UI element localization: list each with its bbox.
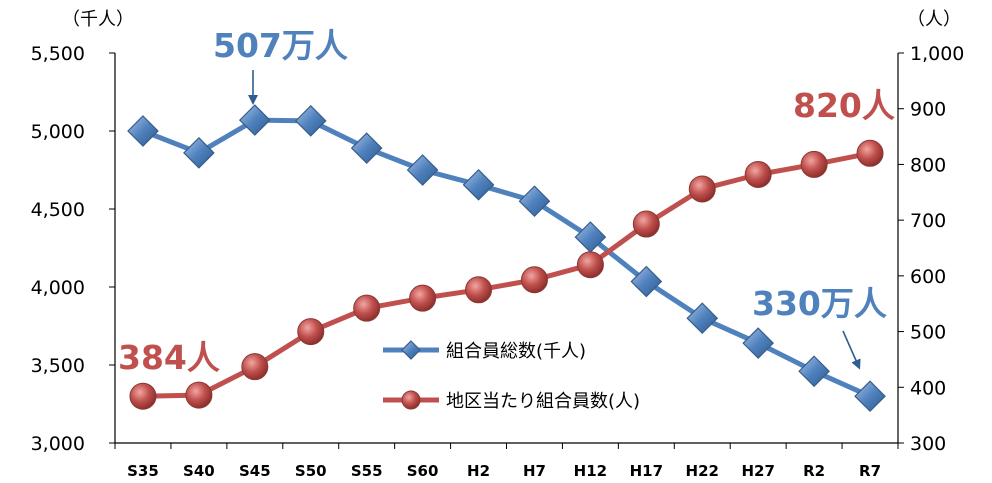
data-point-marker [518, 185, 551, 218]
right-tick-label: 500 [910, 322, 946, 344]
right-tick-label: 700 [910, 210, 946, 232]
right-tick-label: 300 [910, 433, 946, 455]
x-tick-label: S40 [183, 462, 215, 480]
data-point-marker [632, 210, 660, 238]
data-point-marker [520, 266, 548, 294]
left-axis-unit: （千人） [62, 9, 134, 30]
data-point-marker [800, 150, 828, 178]
x-tick-label: H2 [467, 462, 490, 480]
data-point-marker [238, 104, 271, 136]
data-point-marker [462, 168, 495, 201]
left-axis-ticks: 3,000 3,500 4,000 4,500 5,000 5,500 [31, 43, 115, 455]
data-point-marker [127, 115, 159, 147]
annotations: 507万人 330万人 384人 820人 [118, 26, 895, 377]
data-point-marker [241, 353, 269, 381]
legend: 組合員総数(千人) 地区当たり組合員数(人) [383, 340, 640, 412]
x-tick-label: S45 [239, 462, 271, 480]
data-point-marker [183, 136, 215, 169]
legend-label: 地区当たり組合員数(人) [446, 391, 640, 412]
data-point-marker [686, 302, 719, 335]
data-point-marker [742, 327, 775, 360]
x-tick-label: H17 [630, 462, 663, 480]
right-tick-label: 900 [910, 99, 946, 121]
right-tick-label: 600 [910, 266, 946, 288]
left-tick-label: 3,000 [31, 433, 85, 455]
x-tick-label: S55 [351, 462, 383, 480]
data-point-marker [854, 380, 886, 413]
annotation-label: 820人 [793, 86, 895, 125]
x-tick-label: R2 [803, 462, 825, 480]
right-tick-label: 400 [910, 377, 946, 399]
x-tick-label: S50 [295, 462, 327, 480]
data-point-marker [856, 139, 884, 167]
data-point-marker [409, 284, 437, 312]
data-point-marker [185, 381, 213, 409]
left-tick-label: 5,000 [31, 121, 85, 143]
data-point-marker [401, 340, 421, 360]
data-point-marker [576, 251, 604, 279]
left-tick-label: 4,500 [31, 199, 85, 221]
data-point-marker [406, 154, 439, 186]
series-layer [127, 104, 886, 413]
right-tick-label: 800 [910, 154, 946, 176]
data-point-marker [129, 382, 157, 410]
right-axis-unit: （人） [907, 9, 961, 30]
left-tick-label: 5,500 [31, 43, 85, 65]
x-axis-ticks: S35 S40 S45 S50 S55 S60 H2 H7 H12 H17 H22 H27 R2 R7 [114, 443, 899, 480]
data-point-marker [688, 175, 716, 203]
x-tick-label: S35 [127, 462, 159, 480]
x-tick-label: R7 [859, 462, 881, 480]
data-point-marker [744, 160, 772, 188]
annotation-label: 384人 [118, 338, 220, 377]
right-axis-ticks: 300 400 500 600 700 800 900 1,000 [898, 43, 964, 455]
annotation-label: 507万人 [213, 26, 348, 65]
annotation-label: 330万人 [752, 284, 887, 323]
data-point-marker [798, 355, 830, 388]
axes [114, 53, 899, 444]
data-point-marker [350, 132, 383, 165]
data-point-marker [297, 318, 325, 346]
x-tick-label: S60 [407, 462, 439, 480]
data-point-marker [630, 265, 663, 298]
x-tick-label: H7 [523, 462, 546, 480]
left-tick-label: 3,500 [31, 355, 85, 377]
data-point-marker [401, 390, 421, 410]
x-tick-label: H27 [741, 462, 774, 480]
data-point-marker [353, 294, 381, 322]
x-tick-label: H12 [574, 462, 607, 480]
legend-label: 組合員総数(千人) [446, 341, 586, 362]
annotation-arrow [842, 330, 861, 370]
left-tick-label: 4,000 [31, 277, 85, 299]
data-point-marker [294, 105, 327, 137]
x-tick-label: H22 [686, 462, 719, 480]
right-tick-label: 1,000 [910, 43, 964, 65]
data-point-marker [465, 276, 493, 304]
